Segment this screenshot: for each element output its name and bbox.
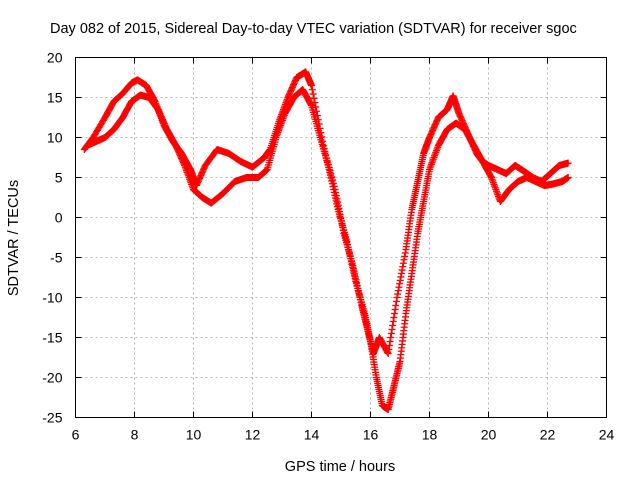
data-point [564,174,572,181]
y-tick-label: 5 [55,170,63,186]
data-point [310,94,318,102]
x-tick-label: 8 [131,427,139,443]
y-tick-label: -10 [42,290,62,306]
x-tick-label: 18 [422,427,438,443]
grid-lines [75,57,607,418]
x-tick-label: 22 [540,427,556,443]
sgoc-track-upper [80,68,572,357]
sgoc-track-lower [83,86,572,413]
y-axis-label: SDTVAR / TECUs [6,180,22,296]
axis-ticks: 6 8 10 12 14 16 18 20 22 24 -25 -20 -15 -10 -5 0 5 10 15 20 [42,50,614,443]
x-tick-label: 24 [599,427,615,443]
y-tick-label: -5 [50,250,63,266]
data-point [308,86,316,94]
data-point [308,82,315,89]
x-tick-label: 14 [304,427,320,443]
x-tick-label: 12 [245,427,261,443]
chart-title: Day 082 of 2015, Sidereal Day-to-day VTE… [50,21,577,37]
data-point [309,90,317,98]
data-point [564,159,572,167]
y-tick-label: -25 [42,410,62,426]
plot-frame [75,57,607,418]
x-tick-label: 20 [481,427,497,443]
data-series [80,68,572,413]
y-tick-label: -20 [42,370,62,386]
y-tick-label: 10 [47,130,63,146]
y-tick-label: 15 [47,90,63,106]
x-tick-label: 6 [72,427,80,443]
x-tick-label: 16 [363,427,379,443]
x-tick-label: 10 [186,427,202,443]
y-tick-label: 20 [47,50,63,66]
x-axis-label: GPS time / hours [285,459,395,475]
y-tick-label: -15 [42,330,62,346]
y-tick-label: 0 [55,210,63,226]
